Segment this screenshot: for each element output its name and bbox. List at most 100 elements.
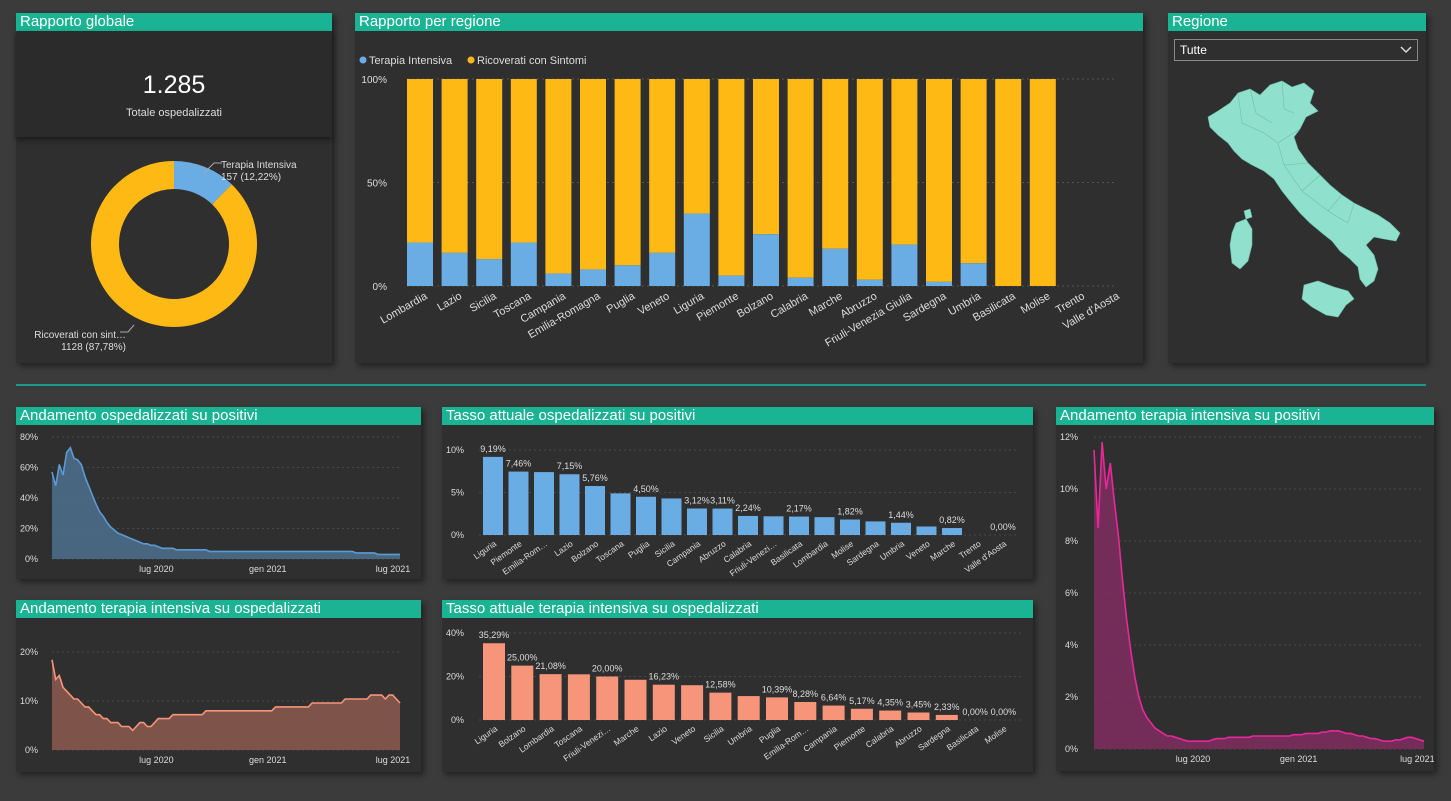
bar-symptoms [753,79,779,235]
rate-ti-hosp-panel: Tasso attuale terapia intensiva su osped… [442,600,1033,772]
ti-on-pos-chart[interactable]: 12% 10% 8% 6% 4% 2% 0% lug 2020 gen 2021 lug 2021 [1056,425,1434,771]
donut-slice [174,161,232,205]
x-tick-label: lug 2021 [1400,754,1434,764]
x-tick-label: lug 2021 [376,755,411,765]
y-tick-label: 5% [451,488,464,498]
bar-intensive [441,252,468,286]
bar [567,674,590,720]
global-report-panel: Rapporto globale 1.285 Totale ospedalizz… [16,13,332,363]
bar [891,522,911,535]
bar [483,643,505,720]
bar [907,712,930,720]
y-tick-label: 0% [25,745,38,755]
bar [652,684,675,720]
region-dropdown[interactable]: Tutte [1174,39,1418,61]
data-label: 10,39% [762,684,793,694]
ti-on-hosp-panel: Andamento terapia intensiva su ospedaliz… [16,600,421,772]
x-tick-label: Molise [1019,290,1053,316]
area-fill [52,659,400,750]
bar-symptoms [649,79,676,253]
region-slicer-panel: Regione Tutte [1168,13,1426,363]
rate-ti-hosp-chart[interactable]: 40%20%0%35,29%Liguria25,00%Bolzano21,08%… [442,618,1033,772]
bar-intensive [580,269,606,286]
y-tick-label: 50% [367,179,387,190]
bar-intensive [856,279,883,286]
bar [483,456,503,535]
data-label: 7,46% [506,459,532,469]
x-tick-label: lug 2020 [1176,754,1211,764]
x-tick-label: gen 2021 [249,755,287,765]
region-dropdown-value: Tutte [1180,43,1207,57]
bar [610,493,631,535]
y-tick-label: 10% [20,696,38,706]
bar-symptoms [787,79,814,278]
bar-symptoms [1029,79,1056,286]
x-tick-label: Marche [807,290,845,319]
data-label: 6,64% [821,693,847,703]
data-label: 20,00% [592,664,623,674]
hosp-on-pos-chart[interactable]: 80% 60% 40% 20% 0% lug 2020 gen 2021 lug 2021 [16,425,421,579]
rate-hosp-pos-panel: Tasso attuale ospedalizzati su positivi … [442,407,1033,579]
bar [942,528,962,535]
data-label: 12,58% [705,680,736,690]
y-tick-label: 4% [1065,640,1078,650]
bar-intensive [545,273,572,286]
x-tick-label: Puglia [605,290,638,316]
bar-symptoms [683,79,710,214]
rate-hosp-pos-title: Tasso attuale ospedalizzati su positivi [442,407,1033,425]
y-tick-label: 6% [1065,588,1078,598]
bar [559,474,580,535]
bar [712,508,733,535]
data-label: 4,50% [633,484,659,494]
data-label: 4,35% [877,698,903,708]
data-label: 2,24% [735,503,761,513]
data-label: 25,00% [507,653,538,663]
x-tick-label: Lombardia [378,290,430,327]
y-tick-label: 20% [446,672,464,682]
x-tick-label: lug 2021 [376,564,411,574]
area-line [1093,442,1425,743]
italy-map-icon[interactable] [1178,73,1418,358]
bar [789,516,809,535]
bar [687,508,707,535]
hosp-on-pos-panel: Andamento ospedalizzati su positivi 80% 6… [16,407,421,579]
x-tick-label: Basilicata [945,723,981,752]
region-ratio-chart[interactable]: Terapia Intensiva Ricoverati con Sintomi 1… [355,31,1143,363]
bar-intensive [926,281,952,286]
rate-hosp-pos-chart[interactable]: 10%5%0%9,19%Liguria7,46%PiemonteEmilia-R… [442,425,1033,579]
bar [935,714,958,720]
bar-intensive [407,242,433,286]
y-tick-label: 0% [373,282,388,293]
data-label: 3,45% [906,699,932,709]
bar-symptoms [510,79,537,243]
y-tick-label: 100% [361,75,387,86]
y-tick-label: 10% [446,445,464,455]
bar [585,486,605,535]
bar-symptoms [718,79,745,276]
data-label: 0,00% [962,707,988,717]
bar [794,701,817,720]
y-tick-label: 0% [1065,744,1078,754]
global-report-title: Rapporto globale [16,13,332,31]
y-tick-label: 12% [1060,432,1078,442]
region-ratio-panel: Rapporto per regione Terapia Intensiva Ri… [355,13,1143,363]
bar-symptoms [580,79,606,270]
ti-on-hosp-chart[interactable]: 20% 10% 0% lug 2020 gen 2021 lug 2021 [16,618,421,772]
data-label: 7,15% [557,461,583,471]
data-label: 35,29% [479,630,510,640]
hosp-on-pos-title: Andamento ospedalizzati su positivi [16,407,421,425]
bar [763,516,784,535]
x-tick-label: Toscana [594,538,626,565]
x-tick-label: lug 2020 [139,564,174,574]
region-slicer-title: Regione [1168,13,1426,31]
legend-label: Ricoverati con Sintomi [477,55,586,67]
y-tick-label: 20% [20,647,38,657]
bar [737,696,760,720]
chevron-down-icon [1400,46,1412,53]
bar [865,521,886,535]
data-label: 3,11% [710,496,735,506]
x-tick-label: Lazio [647,723,670,743]
bar [916,526,937,535]
bar [661,498,682,535]
